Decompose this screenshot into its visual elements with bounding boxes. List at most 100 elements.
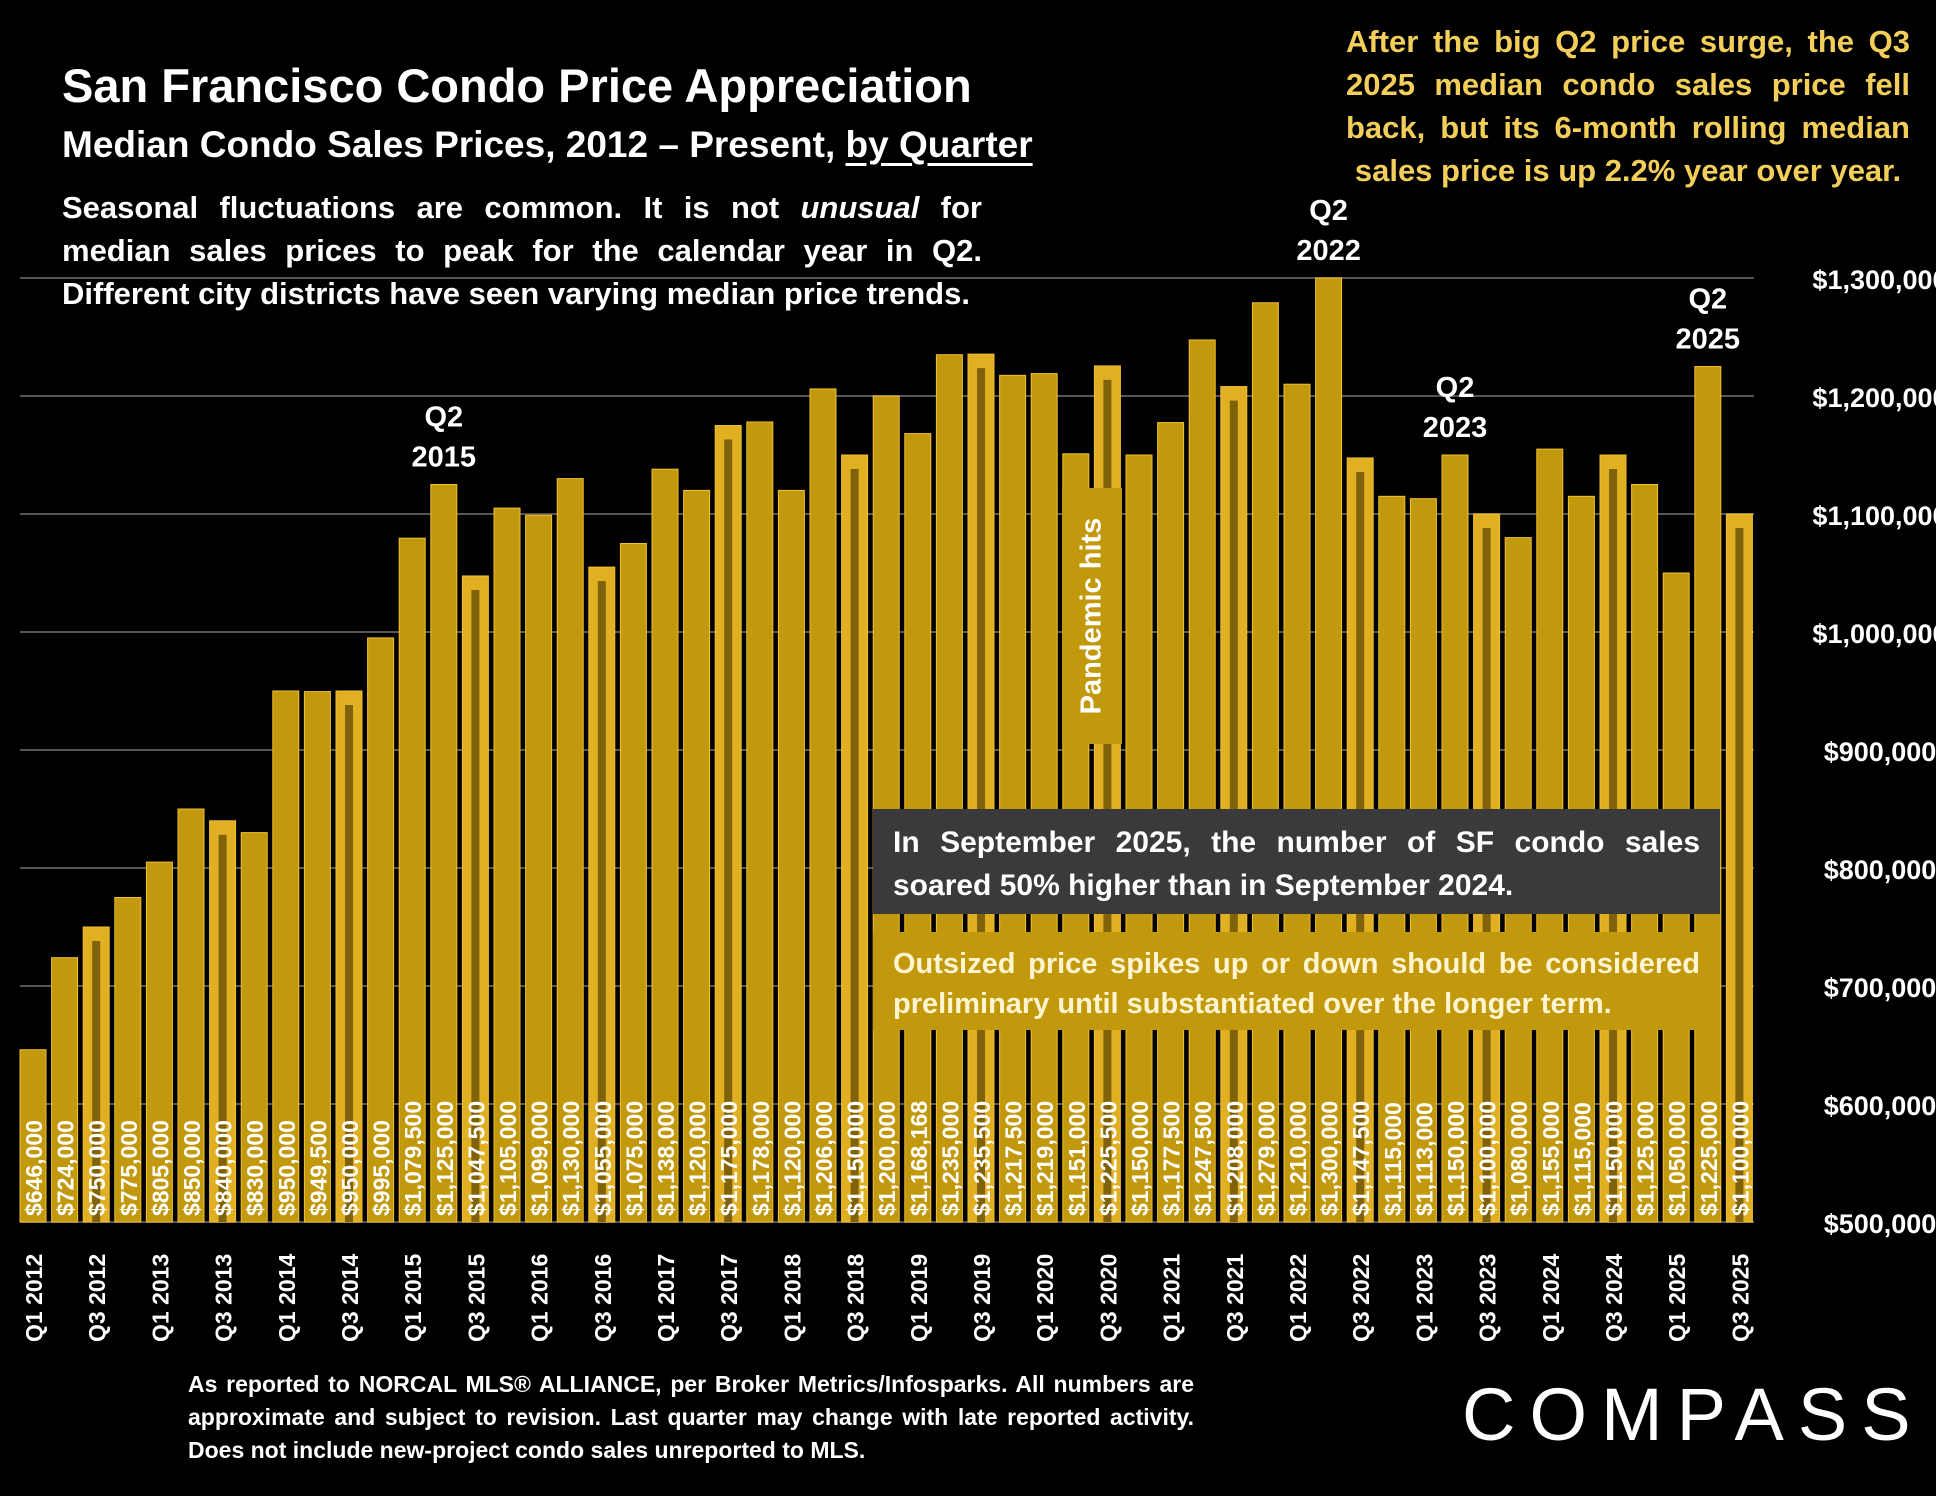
y-tick-label: $1,100,000: [1812, 501, 1936, 531]
bar-value-label: $950,000: [274, 1120, 300, 1216]
y-tick-label: $1,200,000: [1812, 383, 1936, 413]
x-tick-label: Q1 2023: [1411, 1254, 1437, 1342]
annotation-quarter: Q2: [424, 402, 463, 434]
bar-value-label: $1,279,000: [1253, 1101, 1279, 1216]
bar: [272, 690, 300, 1223]
bar: [556, 478, 584, 1223]
bar-value-label: $1,147,500: [1348, 1101, 1374, 1216]
bar-value-label: $1,079,500: [400, 1101, 426, 1216]
x-tick-label: Q1 2012: [21, 1254, 47, 1342]
bar: [114, 897, 142, 1223]
bar-value-label: $1,208,000: [1222, 1101, 1248, 1216]
corner-note: After the big Q2 price surge, the Q3 202…: [1346, 24, 1910, 188]
pandemic-label-box: Pandemic hits: [1062, 488, 1122, 744]
bar-value-label: $1,151,000: [1064, 1101, 1090, 1216]
bar: [19, 1049, 47, 1223]
x-tick-label: Q1 2017: [653, 1254, 679, 1342]
bar-value-label: $1,247,500: [1190, 1101, 1216, 1216]
x-tick-label: Q1 2022: [1285, 1254, 1311, 1342]
bar-value-label: $1,235,000: [937, 1101, 963, 1216]
bar-value-label: $1,138,000: [653, 1101, 679, 1216]
y-tick-label: $1,000,000: [1812, 619, 1936, 649]
bar-value-label: $1,047,500: [463, 1101, 489, 1216]
bar-value-label: $646,000: [21, 1120, 47, 1216]
bar-value-label: $995,000: [369, 1120, 395, 1216]
bar-value-label: $1,178,000: [748, 1101, 774, 1216]
x-tick-label: Q1 2015: [400, 1254, 426, 1342]
rolling-median-bar: [218, 834, 227, 1222]
bar-value-label: $1,168,168: [906, 1101, 932, 1216]
bar: [1251, 302, 1279, 1223]
x-tick-label: Q3 2015: [463, 1254, 489, 1342]
bar-value-label: $1,105,000: [495, 1101, 521, 1216]
bar-value-label: $1,099,000: [527, 1101, 553, 1216]
quarter-annotations: Q2 2015 Q2 2022 Q2 2023 Q2 2025: [412, 195, 1741, 474]
x-axis-ticks: Q1 2012 Q3 2012 Q1 2013 Q3 2013 Q1 2014 Q3 20…: [21, 1254, 1753, 1342]
bar-value-label: $1,080,000: [1506, 1101, 1532, 1216]
caution-callout: Outsized price spikes up or down should …: [873, 932, 1720, 1030]
bar-value-label: $805,000: [147, 1120, 173, 1216]
bar: [430, 484, 458, 1223]
bar-value-label: $1,115,000: [1380, 1102, 1406, 1216]
bar-value-label: $1,206,000: [811, 1101, 837, 1216]
x-tick-label: Q1 2013: [147, 1254, 173, 1342]
bar-value-label: $1,115,000: [1569, 1102, 1595, 1216]
x-tick-label: Q1 2018: [779, 1254, 805, 1342]
x-tick-label: Q1 2019: [906, 1254, 932, 1342]
source-footnote: As reported to NORCAL MLS® ALLIANCE, per…: [188, 1371, 1194, 1463]
bar-value-label: $1,217,500: [1001, 1101, 1027, 1216]
bar: [367, 637, 395, 1223]
x-tick-label: Q3 2022: [1348, 1254, 1374, 1342]
annotation-quarter: Q2: [1436, 372, 1475, 404]
bars: [19, 277, 1753, 1223]
y-tick-label: $900,000: [1824, 737, 1936, 767]
bar-value-label: $1,155,000: [1538, 1101, 1564, 1216]
bar: [1030, 373, 1058, 1223]
bar: [398, 537, 426, 1223]
bar-value-label: $1,210,000: [1285, 1101, 1311, 1216]
x-tick-label: Q3 2020: [1095, 1254, 1121, 1342]
x-tick-label: Q1 2014: [274, 1254, 300, 1342]
bar-value-label: $1,200,000: [874, 1101, 900, 1216]
bar-value-label: $1,113,000: [1411, 1102, 1437, 1216]
bar-value-label: $1,130,000: [558, 1101, 584, 1216]
rolling-median-bar: [1735, 528, 1744, 1222]
bar-value-label: $1,050,000: [1664, 1101, 1690, 1216]
bar: [1694, 366, 1722, 1223]
rolling-median-bar: [92, 941, 101, 1222]
x-tick-label: Q3 2019: [969, 1254, 995, 1342]
bar: [651, 468, 679, 1223]
x-tick-label: Q3 2025: [1727, 1254, 1753, 1342]
bar-value-label: $1,235,500: [969, 1101, 995, 1216]
annotation-quarter: Q2: [1309, 195, 1348, 227]
y-tick-label: $500,000: [1824, 1209, 1936, 1239]
bar-value-label: $1,120,000: [779, 1101, 805, 1216]
sales-callout: In September 2025, the number of SF cond…: [873, 809, 1720, 914]
bar: [493, 507, 521, 1223]
bar-value-label: $775,000: [116, 1120, 142, 1216]
x-tick-label: Q3 2016: [590, 1254, 616, 1342]
x-tick-label: Q1 2021: [1159, 1254, 1185, 1342]
bar: [809, 388, 837, 1223]
bar: [935, 354, 963, 1223]
x-tick-label: Q3 2013: [211, 1254, 237, 1342]
bar-value-label: $1,150,000: [1443, 1101, 1469, 1216]
bar: [746, 421, 774, 1223]
bar: [683, 489, 711, 1223]
bar-value-label: $1,125,000: [1633, 1101, 1659, 1216]
bar-value-label: $724,000: [53, 1120, 79, 1216]
bar: [1315, 277, 1343, 1223]
bar: [51, 957, 79, 1223]
bar-value-label: $1,150,000: [1601, 1101, 1627, 1216]
rolling-median-bar: [1103, 379, 1112, 1222]
annotation-year: 2022: [1296, 235, 1361, 267]
bar: [525, 514, 553, 1223]
x-tick-label: Q3 2024: [1601, 1254, 1627, 1342]
y-tick-label: $800,000: [1824, 855, 1936, 885]
bar-value-label: $1,177,500: [1159, 1101, 1185, 1216]
x-tick-label: Q1 2024: [1538, 1254, 1564, 1342]
x-tick-label: Q1 2016: [527, 1254, 553, 1342]
y-axis-ticks: $500,000 $600,000 $700,000 $800,000 $900,000…: [1812, 265, 1936, 1239]
bar-value-label: $1,225,000: [1696, 1101, 1722, 1216]
